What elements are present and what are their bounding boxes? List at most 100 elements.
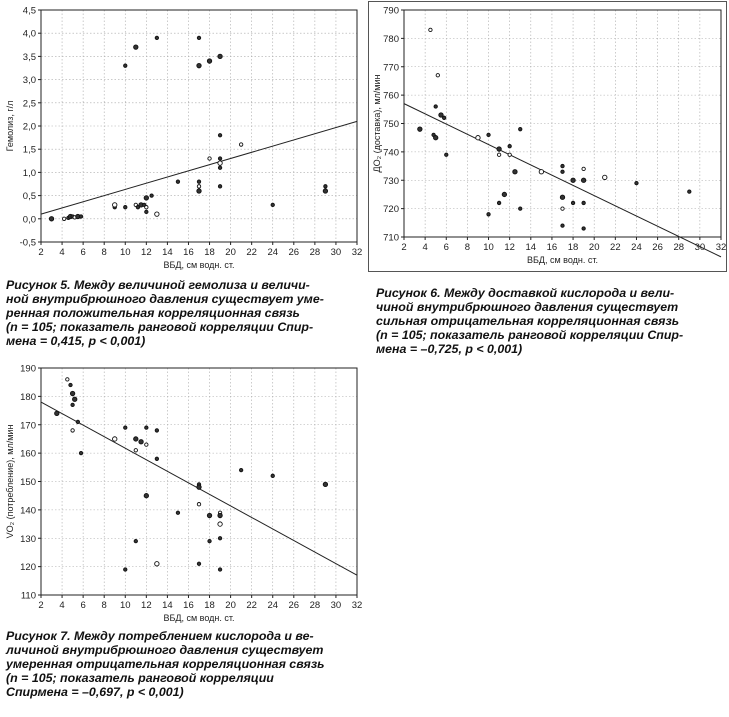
data-point bbox=[438, 112, 444, 118]
y-tick-label: 4,5 bbox=[23, 6, 36, 17]
data-point bbox=[602, 174, 608, 181]
y-tick-label: 770 bbox=[383, 62, 399, 73]
y-tick-label: 110 bbox=[21, 591, 36, 602]
data-point bbox=[560, 206, 565, 211]
data-point bbox=[501, 191, 508, 198]
y-tick-label: 2,5 bbox=[23, 98, 36, 109]
data-point bbox=[442, 115, 447, 120]
y-tick-label: 0,5 bbox=[23, 191, 36, 202]
y-tick-label: 190 bbox=[20, 364, 36, 375]
data-point bbox=[196, 179, 202, 184]
data-point bbox=[112, 202, 118, 208]
y-tick-label: 740 bbox=[383, 147, 399, 158]
x-tick-label: 18 bbox=[568, 242, 579, 253]
x-tick-label: 2 bbox=[401, 242, 406, 253]
x-tick-label: 28 bbox=[310, 247, 321, 258]
caption-line: (n = 105; показатель ранговой корреляции… bbox=[376, 328, 684, 342]
x-tick-label: 16 bbox=[547, 242, 558, 253]
y-axis-label: Гемолиз, г/л bbox=[5, 101, 15, 152]
caption-line: умеренная отрицательная корреляционная с… bbox=[6, 657, 325, 671]
data-point bbox=[475, 135, 481, 141]
data-point bbox=[217, 512, 223, 519]
y-tick-label: 130 bbox=[20, 534, 36, 545]
data-point bbox=[496, 152, 502, 157]
x-tick-label: 6 bbox=[444, 242, 449, 253]
data-point bbox=[144, 442, 149, 447]
data-point bbox=[496, 146, 502, 152]
data-point bbox=[444, 152, 449, 157]
x-tick-label: 24 bbox=[267, 600, 278, 611]
x-tick-label: 24 bbox=[267, 247, 278, 258]
figure-5: 2 4 6 8 10 12 14 16 18 20 22 24 26 28 30 32 -0,5 0,0 0,5 1,… bbox=[0, 0, 366, 365]
data-point bbox=[581, 226, 586, 231]
data-point bbox=[133, 448, 138, 453]
data-point bbox=[270, 202, 275, 208]
data-point bbox=[428, 27, 433, 33]
data-point bbox=[217, 165, 223, 170]
y-tick-label: 3,5 bbox=[23, 52, 36, 63]
figure-7: 2 4 6 8 10 12 14 16 18 20 22 24 26 28 30 32 110 120 130 140… bbox=[0, 355, 366, 717]
x-tick-label: 30 bbox=[331, 600, 342, 611]
caption-line: мена = 0,415, p < 0,001) bbox=[6, 334, 146, 348]
caption-line: (n = 105; показатель ранговой корреляции… bbox=[6, 320, 314, 334]
data-point bbox=[112, 436, 118, 442]
data-point bbox=[217, 536, 223, 541]
data-point bbox=[238, 468, 244, 473]
data-point bbox=[175, 510, 181, 515]
data-point bbox=[149, 193, 154, 198]
y-tick-label: 780 bbox=[383, 34, 399, 45]
data-point bbox=[144, 205, 149, 210]
caption-fig6: Рисунок 6. Между доставкой кислорода и в… bbox=[376, 286, 728, 356]
data-point bbox=[196, 188, 202, 194]
data-point bbox=[217, 184, 223, 189]
data-point bbox=[217, 160, 223, 166]
trend-line bbox=[403, 103, 722, 258]
x-tick-label: 2 bbox=[38, 247, 43, 258]
x-tick-label: 32 bbox=[352, 600, 363, 611]
data-point bbox=[270, 473, 275, 478]
data-point bbox=[433, 135, 439, 141]
caption-line: Спирмена = –0,697, p < 0,001) bbox=[6, 685, 184, 699]
x-tick-label: 12 bbox=[504, 242, 515, 253]
chart-fig6: 2 4 6 8 10 12 14 16 18 20 22 24 26 28 30 32710720730740… bbox=[372, 6, 726, 266]
x-tick-label: 26 bbox=[289, 600, 300, 611]
x-tick-label: 12 bbox=[141, 600, 152, 611]
data-point bbox=[433, 104, 438, 109]
x-tick-label: 20 bbox=[589, 242, 600, 253]
x-tick-label: 8 bbox=[465, 242, 470, 253]
data-point bbox=[206, 58, 213, 64]
x-tick-label: 20 bbox=[225, 600, 236, 611]
y-tick-label: 720 bbox=[383, 204, 399, 215]
data-point bbox=[217, 521, 223, 527]
data-point bbox=[70, 428, 75, 433]
data-point bbox=[207, 538, 212, 544]
data-point bbox=[196, 35, 202, 40]
data-point bbox=[123, 63, 128, 68]
y-axis-label: VO₂ (потребление), мл/мин bbox=[5, 425, 15, 539]
y-tick-label: 180 bbox=[20, 392, 36, 403]
data-point bbox=[144, 425, 149, 430]
x-tick-label: 26 bbox=[652, 242, 663, 253]
data-point bbox=[559, 194, 566, 200]
x-tick-label: 8 bbox=[102, 600, 107, 611]
x-axis-label: ВБД, см водн. ст. bbox=[527, 255, 598, 265]
data-point bbox=[518, 206, 523, 211]
data-point bbox=[538, 169, 545, 175]
y-tick-label: 4,0 bbox=[23, 29, 36, 40]
x-tick-label: 4 bbox=[59, 247, 64, 258]
x-tick-label: 16 bbox=[183, 600, 194, 611]
caption-line: сильная отрицательная корреляционная свя… bbox=[376, 314, 680, 328]
x-tick-label: 22 bbox=[246, 247, 257, 258]
data-point bbox=[507, 144, 512, 149]
x-tick-label: 32 bbox=[352, 247, 363, 258]
caption-line: ренная положительная корреляционная связ… bbox=[6, 306, 300, 320]
x-tick-label: 18 bbox=[204, 600, 215, 611]
y-tick-label: 790 bbox=[383, 6, 399, 17]
figure-6: 2 4 6 8 10 12 14 16 18 20 22 24 26 28 30 32 710 720 730 740… bbox=[368, 0, 729, 365]
data-point bbox=[570, 177, 576, 183]
caption-line: чиной внутрибрюшного давления существует bbox=[376, 300, 679, 314]
data-point bbox=[207, 156, 212, 161]
data-point bbox=[518, 127, 523, 132]
data-point bbox=[560, 163, 565, 169]
data-point bbox=[417, 126, 423, 132]
